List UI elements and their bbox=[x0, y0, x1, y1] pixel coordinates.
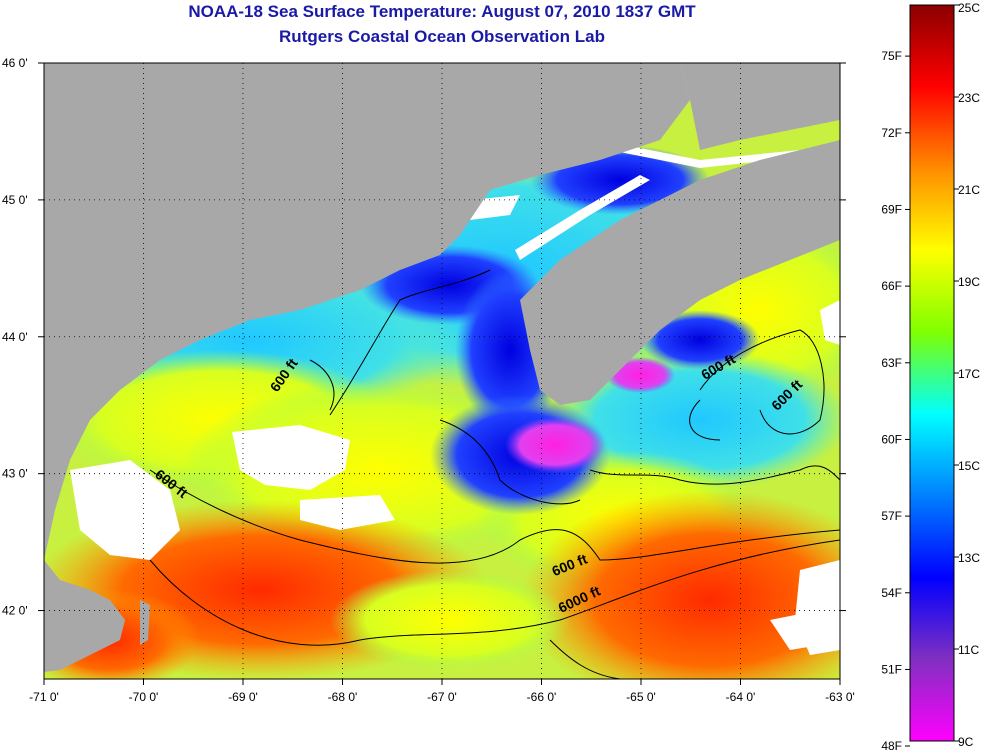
colorbar-fahrenheit-label: 51F bbox=[881, 662, 902, 676]
colorbar-fahrenheit-label: 66F bbox=[881, 279, 902, 293]
lon-tick-label: -64 0' bbox=[726, 690, 756, 704]
colorbar-fahrenheit-label: 63F bbox=[881, 356, 902, 370]
colorbar-celsius-label: 13C bbox=[958, 551, 980, 565]
land-masses bbox=[44, 63, 840, 672]
colorbar-celsius-label: 11C bbox=[958, 643, 979, 657]
lat-tick-label: 43 0' bbox=[2, 467, 28, 481]
colorbar-celsius-label: 9C bbox=[958, 735, 974, 749]
lon-tick-label: -67 0' bbox=[427, 690, 457, 704]
colorbar-fahrenheit-label: 57F bbox=[881, 509, 902, 523]
colorbar-fahrenheit-label: 72F bbox=[881, 126, 902, 140]
colorbar-fahrenheit-label: 75F bbox=[881, 49, 902, 63]
lon-tick-label: -66 0' bbox=[527, 690, 557, 704]
colorbar-celsius-labels: 25C 23C 21C 19C 17C 15C 13C 11C 9C bbox=[958, 1, 980, 749]
lon-tick-label: -69 0' bbox=[228, 690, 258, 704]
lon-tick-label: -71 0' bbox=[29, 690, 59, 704]
nova-scotia-land bbox=[520, 140, 840, 405]
colorbar-celsius-label: 25C bbox=[958, 1, 980, 15]
lat-tick-label: 42 0' bbox=[2, 604, 28, 618]
colorbar-celsius-label: 15C bbox=[958, 459, 980, 473]
colorbar-celsius-label: 17C bbox=[958, 367, 980, 381]
colorbar-celsius-label: 21C bbox=[958, 183, 980, 197]
new-brunswick-land bbox=[680, 63, 840, 150]
map-subtitle: Rutgers Coastal Ocean Observation Lab bbox=[279, 27, 605, 46]
bathymetry-contours bbox=[149, 269, 840, 679]
axis-ticks bbox=[38, 62, 846, 685]
lat-tick-label: 45 0' bbox=[2, 193, 28, 207]
cape-cod-land bbox=[44, 560, 125, 672]
colorbar-celsius-label: 23C bbox=[958, 91, 980, 105]
sst-field bbox=[44, 63, 840, 679]
colorbar-ticks bbox=[905, 4, 959, 747]
temperature-colorbar: 25C 23C 21C 19C 17C 15C 13C 11C 9C 75F 72F 69F 66F 6… bbox=[881, 1, 980, 753]
colorbar-fahrenheit-labels: 75F 72F 69F 66F 63F 60F 57F 54F 51F 48F bbox=[881, 49, 902, 753]
latitude-tick-labels: 46 0' 45 0' 44 0' 43 0' 42 0' bbox=[2, 56, 28, 618]
colorbar-celsius-label: 19C bbox=[958, 275, 980, 289]
colorbar-fahrenheit-label: 54F bbox=[881, 586, 902, 600]
colorbar-fahrenheit-label: 69F bbox=[881, 202, 902, 216]
lon-tick-label: -70 0' bbox=[129, 690, 159, 704]
colorbar-fahrenheit-label: 60F bbox=[881, 432, 902, 446]
lon-tick-label: -68 0' bbox=[328, 690, 358, 704]
lat-tick-label: 46 0' bbox=[2, 56, 28, 70]
map-title: NOAA-18 Sea Surface Temperature: August … bbox=[188, 2, 696, 21]
lat-tick-label: 44 0' bbox=[2, 330, 28, 344]
colorbar-fahrenheit-label: 48F bbox=[881, 739, 902, 753]
longitude-tick-labels: -71 0' -70 0' -69 0' -68 0' -67 0' -66 0' -65 … bbox=[29, 690, 855, 704]
lon-tick-label: -65 0' bbox=[626, 690, 656, 704]
new-england-land bbox=[44, 63, 690, 560]
colorbar-ramp bbox=[910, 5, 954, 741]
lon-tick-label: -63 0' bbox=[825, 690, 855, 704]
